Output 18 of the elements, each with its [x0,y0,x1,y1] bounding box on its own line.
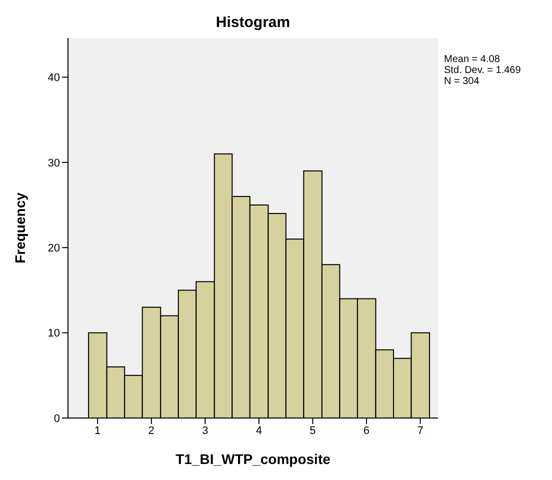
text: N = 304 [444,76,480,87]
x-tick-label: 1 [94,424,101,437]
x-tick-label: 4 [256,424,262,437]
y-tick-label: 30 [48,157,60,170]
chart-title: Histogram [214,14,292,31]
y-tick-label: 40 [48,72,60,84]
y-axis-title: Frequency [12,192,28,264]
x-tick-label: 2 [148,424,154,437]
text: Mean = 4.08 [444,54,501,65]
x-axis-title: T1_BI_WTP_composite [176,451,331,467]
y-tick-label: 10 [48,328,60,340]
y-tick-label: 20 [48,242,60,254]
y-tick-label: 0 [54,412,60,425]
x-tick-label: 5 [310,424,316,437]
x-tick-label: 3 [202,424,208,437]
text: Std. Dev. = 1.469 [444,65,521,76]
x-tick-label: 6 [363,424,370,437]
x-tick-label: 7 [417,424,424,437]
